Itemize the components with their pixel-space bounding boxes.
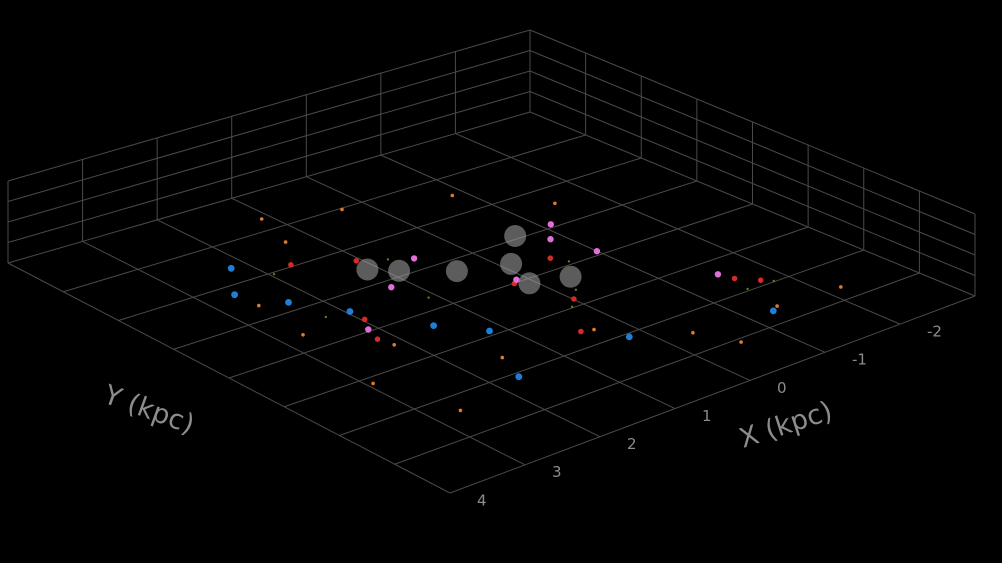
floor-gridline	[7, 111, 531, 264]
wall-gridline	[7, 91, 531, 243]
floor-gridline	[231, 197, 676, 410]
data-point	[340, 207, 344, 212]
data-point	[500, 252, 523, 275]
floor-gridline	[529, 111, 976, 297]
data-point	[486, 327, 493, 335]
data-point	[392, 343, 397, 347]
floor-gridline	[156, 219, 601, 438]
data-point	[625, 333, 633, 341]
data-point	[430, 322, 437, 329]
data-point	[445, 260, 468, 283]
data-point	[272, 273, 276, 276]
data-point	[458, 408, 463, 413]
data-point	[769, 307, 777, 315]
data-point	[288, 262, 294, 268]
data-point	[374, 336, 381, 343]
data-point	[371, 381, 375, 386]
data-point	[513, 276, 520, 283]
data-point	[547, 255, 554, 261]
data-point	[515, 373, 523, 381]
data-point	[775, 304, 779, 308]
floor-gridline	[449, 295, 976, 494]
data-point	[547, 221, 554, 228]
data-point	[227, 264, 235, 272]
wall-gridline	[7, 50, 531, 202]
x-axis-title: X (kpc)	[736, 396, 837, 455]
data-point	[356, 258, 379, 281]
wall-gridline	[529, 91, 976, 276]
wall-gridline	[7, 70, 531, 223]
data-point	[553, 201, 557, 206]
data-point	[593, 248, 601, 255]
data-point	[592, 327, 596, 332]
x-tick-label: 4	[477, 491, 487, 509]
data-point	[559, 265, 582, 288]
data-point	[388, 259, 411, 282]
floor-gridline	[118, 157, 642, 321]
wall-gridline	[529, 29, 976, 215]
floor-gridline	[455, 133, 901, 325]
x-tick-label: -1	[852, 351, 867, 369]
data-point	[450, 193, 455, 198]
wall-gridline	[529, 50, 976, 235]
data-point	[839, 285, 843, 289]
data-point	[772, 279, 775, 283]
data-point	[757, 277, 764, 284]
data-point	[746, 287, 749, 291]
floor-gridline	[380, 154, 826, 353]
data-point	[386, 258, 390, 261]
floor-gridline	[7, 262, 451, 494]
data-points	[227, 193, 843, 413]
floor-gridline	[284, 226, 809, 408]
floor-gridline	[339, 249, 864, 436]
x-tick-label: -2	[927, 323, 942, 341]
wall-gridline	[529, 70, 976, 256]
floor-gridline	[173, 180, 698, 350]
data-point	[714, 271, 722, 278]
x-tick-label: 3	[552, 463, 562, 481]
data-point	[301, 333, 305, 337]
data-point	[361, 316, 368, 323]
data-point	[571, 296, 577, 302]
data-point	[500, 355, 505, 360]
data-point	[427, 296, 430, 299]
floor-gridline	[228, 203, 753, 379]
data-point	[324, 315, 327, 319]
data-point	[567, 260, 571, 263]
data-point	[578, 328, 584, 335]
data-point	[346, 308, 354, 315]
data-point	[570, 305, 574, 308]
data-point	[257, 303, 261, 308]
data-point	[574, 288, 578, 291]
data-point	[691, 330, 695, 335]
data-point	[504, 225, 527, 247]
x-tick-label: 0	[777, 379, 787, 397]
floor-gridline	[82, 240, 526, 466]
tick-labels: -2 -1 0 1 2 3 4	[477, 323, 942, 510]
data-point	[739, 340, 743, 344]
data-point	[365, 326, 372, 333]
data-point	[285, 299, 292, 306]
data-point	[518, 272, 541, 295]
data-point	[283, 240, 288, 244]
floor-gridline	[63, 134, 586, 293]
data-point	[231, 291, 239, 299]
data-point	[259, 217, 264, 221]
x-tick-label: 2	[627, 435, 637, 453]
data-point	[410, 255, 418, 262]
data-point	[388, 284, 395, 291]
data-point	[353, 258, 360, 264]
x-tick-label: 1	[702, 407, 712, 425]
floor-gridline	[394, 272, 920, 465]
data-point	[731, 275, 738, 282]
wall-gridline	[7, 29, 531, 182]
y-axis-title: Y (kpc)	[99, 379, 199, 441]
data-point	[547, 236, 554, 243]
